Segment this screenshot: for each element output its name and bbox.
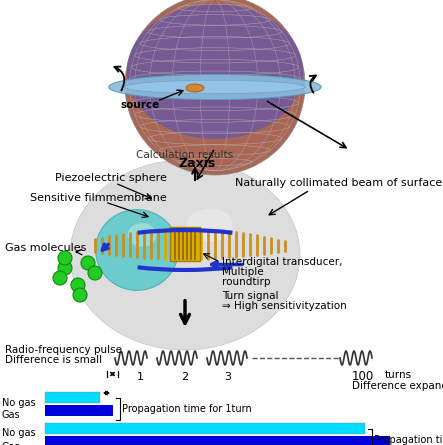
Circle shape <box>58 251 72 265</box>
Circle shape <box>53 271 67 285</box>
Text: Radio-frequency pulse: Radio-frequency pulse <box>5 345 122 355</box>
Ellipse shape <box>96 210 179 291</box>
Circle shape <box>81 256 95 270</box>
Text: turns: turns <box>385 370 412 380</box>
FancyBboxPatch shape <box>170 227 200 261</box>
Text: Gas molecules: Gas molecules <box>5 243 86 253</box>
Ellipse shape <box>125 80 305 94</box>
Text: Zaxis: Zaxis <box>179 157 216 170</box>
Text: Propagation time for 1turn: Propagation time for 1turn <box>122 404 252 414</box>
Circle shape <box>73 288 87 302</box>
Text: Multiple: Multiple <box>222 267 264 277</box>
Text: Difference is small: Difference is small <box>5 355 102 365</box>
Text: 3: 3 <box>225 372 232 382</box>
Ellipse shape <box>125 0 305 175</box>
Ellipse shape <box>186 84 204 92</box>
Text: ⇒ High sensitivityzation: ⇒ High sensitivityzation <box>222 301 347 311</box>
Bar <box>45 436 390 445</box>
Text: 2: 2 <box>182 372 189 382</box>
Ellipse shape <box>109 74 321 100</box>
Circle shape <box>58 261 72 275</box>
Text: Interdigital transducer,: Interdigital transducer, <box>222 257 342 267</box>
Text: roundtirp: roundtirp <box>222 277 271 287</box>
Text: Gas: Gas <box>2 441 21 445</box>
Text: Propagation time for 100 turns: Propagation time for 100 turns <box>374 435 443 445</box>
Circle shape <box>71 278 85 292</box>
Ellipse shape <box>187 208 233 242</box>
Text: Naturally collimated beam of surface wave: Naturally collimated beam of surface wav… <box>235 178 443 188</box>
Text: Gas: Gas <box>2 410 21 421</box>
Circle shape <box>88 266 102 280</box>
Bar <box>45 405 113 416</box>
Text: Sensitive filmmembrane: Sensitive filmmembrane <box>30 193 167 203</box>
Ellipse shape <box>128 223 156 247</box>
Text: Difference expands: Difference expands <box>352 381 443 391</box>
Ellipse shape <box>127 4 303 139</box>
Bar <box>45 392 100 402</box>
Text: No gas: No gas <box>2 397 35 408</box>
Text: 1: 1 <box>136 372 144 382</box>
Text: Piezoelectric sphere: Piezoelectric sphere <box>55 173 167 183</box>
Bar <box>45 422 365 433</box>
Text: 100: 100 <box>352 370 374 383</box>
Text: source: source <box>120 100 159 110</box>
Text: Calculation results: Calculation results <box>136 150 233 160</box>
Text: No gas: No gas <box>2 429 35 438</box>
Text: Turn signal: Turn signal <box>222 291 279 301</box>
Ellipse shape <box>70 160 300 350</box>
